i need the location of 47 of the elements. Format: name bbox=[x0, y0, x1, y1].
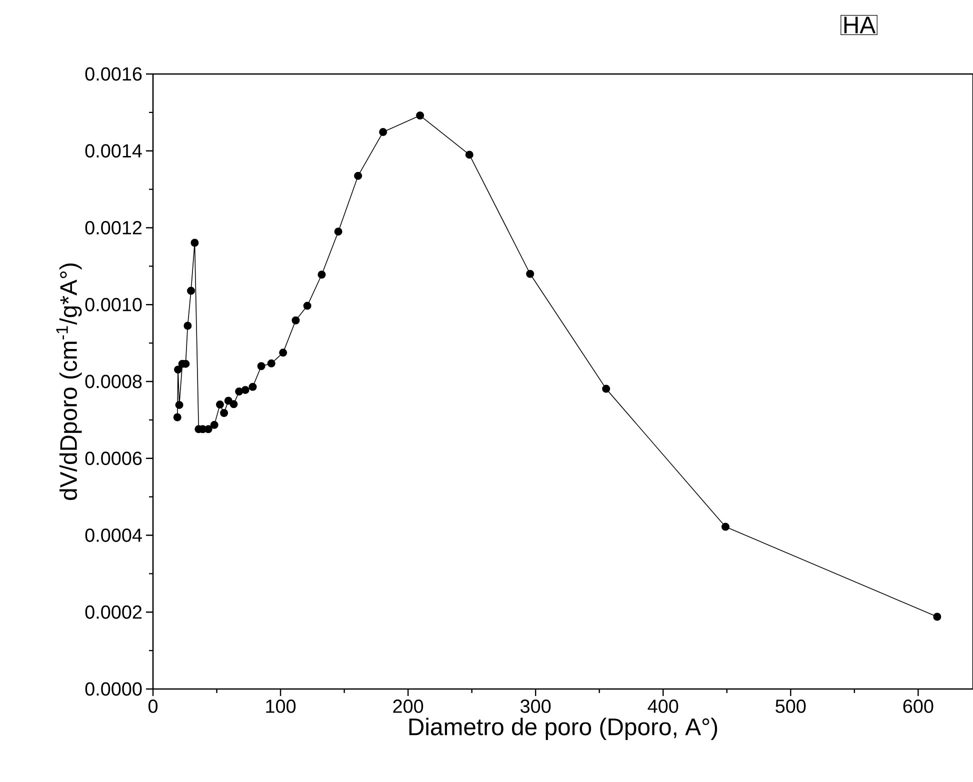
point bbox=[248, 382, 257, 391]
point bbox=[267, 359, 276, 368]
point bbox=[526, 270, 534, 278]
x-tick-label: 400 bbox=[648, 700, 678, 713]
text: HA bbox=[844, 16, 876, 34]
point bbox=[257, 362, 266, 370]
y-tick-label: 0.0008 bbox=[85, 374, 142, 388]
point bbox=[184, 322, 192, 330]
x-tick-label: 300 bbox=[520, 700, 551, 713]
point bbox=[190, 238, 199, 247]
y-tick-label: 0.0016 bbox=[85, 67, 142, 81]
x-tick-label: 500 bbox=[776, 700, 806, 713]
point bbox=[235, 387, 244, 396]
point bbox=[379, 128, 388, 136]
point bbox=[220, 409, 228, 418]
point bbox=[602, 384, 610, 393]
x-axis-title: Diametro de poro (Dporo, A°) bbox=[409, 718, 718, 740]
point bbox=[173, 413, 182, 422]
point bbox=[279, 348, 288, 357]
y-tick-label: 0.0012 bbox=[85, 221, 142, 234]
point bbox=[303, 302, 312, 310]
y-tick-label: 0.0000 bbox=[85, 682, 142, 696]
point bbox=[230, 400, 238, 408]
point bbox=[933, 612, 942, 621]
point bbox=[175, 400, 184, 409]
y-tick-label: 0.0002 bbox=[85, 605, 142, 619]
point bbox=[241, 386, 250, 394]
point bbox=[334, 228, 342, 236]
y-tick-label: 0.0004 bbox=[85, 528, 142, 542]
y-axis-title: dV/dDporo (cm$^{-1}$/g*A°) bbox=[56, 264, 82, 500]
x-tick-label: 200 bbox=[393, 700, 424, 713]
point bbox=[354, 172, 362, 180]
y-tick-label: 0.0006 bbox=[85, 452, 142, 466]
y-tick-label: 0.0010 bbox=[85, 298, 142, 312]
point bbox=[416, 112, 424, 120]
x-tick-label: 600 bbox=[903, 700, 934, 713]
point bbox=[187, 286, 196, 295]
x-tick-label: 100 bbox=[266, 700, 296, 713]
point bbox=[465, 150, 474, 159]
x-tick-label: 0 bbox=[148, 700, 158, 713]
point bbox=[216, 400, 224, 409]
point bbox=[318, 270, 326, 279]
point bbox=[210, 420, 218, 429]
y-tick-label: 0.0014 bbox=[85, 144, 142, 158]
point bbox=[174, 366, 182, 374]
point bbox=[721, 522, 730, 531]
point bbox=[292, 316, 300, 324]
